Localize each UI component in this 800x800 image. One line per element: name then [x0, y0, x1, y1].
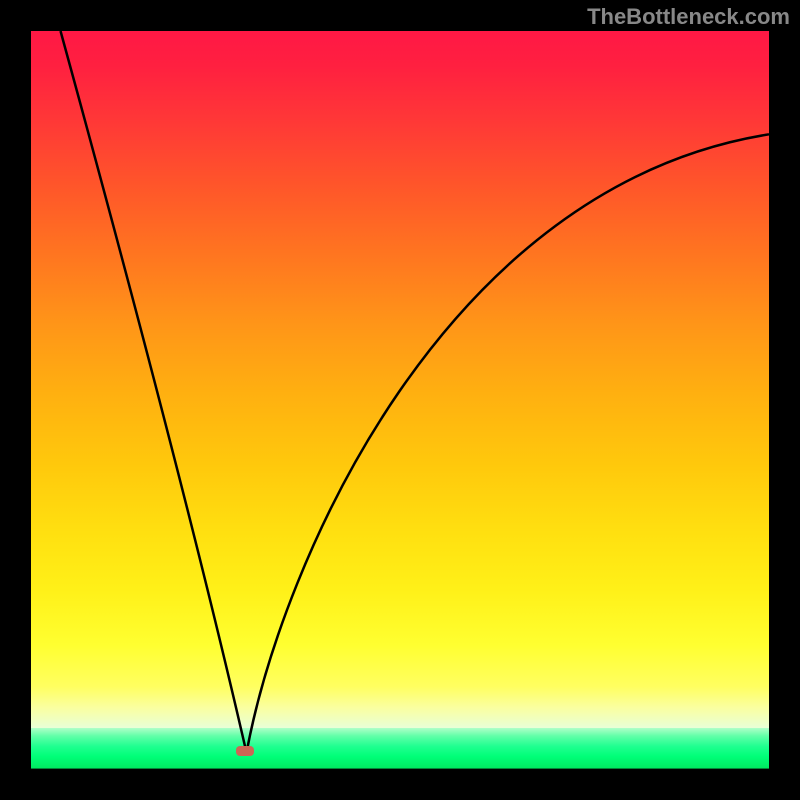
curve-line [31, 31, 769, 769]
curve-minimum-marker [236, 746, 254, 756]
chart-container: TheBottleneck.com [0, 0, 800, 800]
watermark-text: TheBottleneck.com [587, 4, 790, 30]
plot-area [31, 31, 769, 769]
